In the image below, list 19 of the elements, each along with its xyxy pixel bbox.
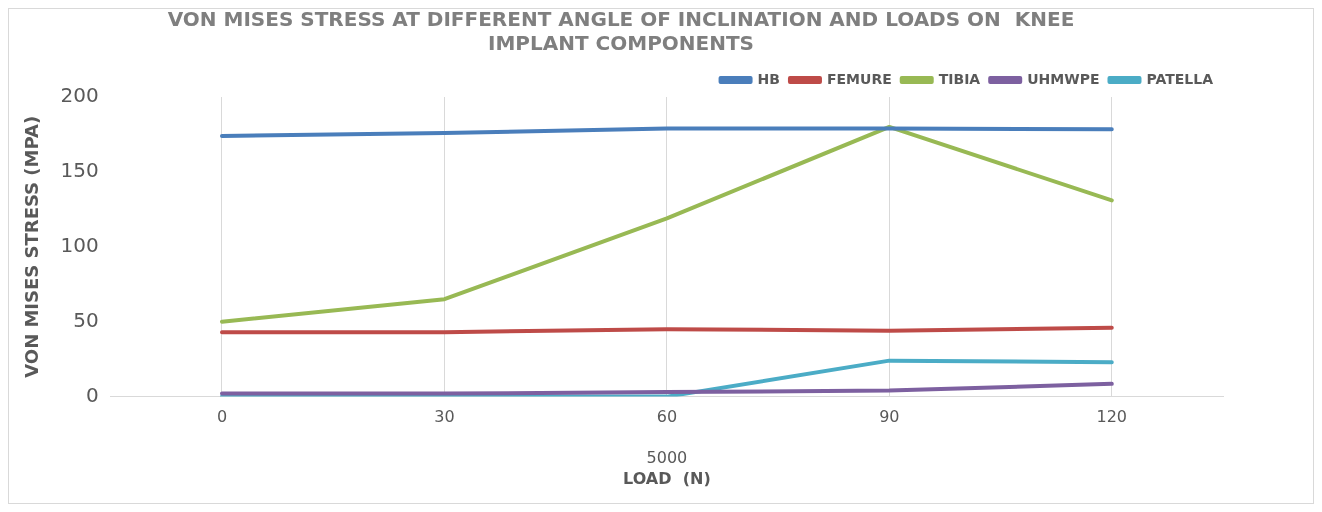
x-tick-label: 0 [216, 407, 228, 427]
y-tick-label: 100 [60, 233, 99, 257]
legend-label: TIBIA [938, 70, 981, 87]
x-axis-title: LOAD (N) [623, 468, 711, 488]
text: 5000 [646, 447, 688, 467]
legend-label: HB [757, 70, 780, 87]
legend-label: FEMURE [826, 70, 892, 87]
y-tick-label: 200 [60, 83, 99, 108]
y-tick-label: 150 [60, 158, 99, 183]
legend-label: PATELLA [1146, 70, 1214, 87]
x-tick-label: 60 [656, 407, 678, 427]
x-tick-label: 30 [434, 407, 455, 427]
x-tick-label: 90 [879, 407, 900, 427]
chart-title: VON MISES STRESS AT DIFFERENT ANGLE OF INCLINATION AND LOADS ON KNEE IMPLANT COMPONENTS [167, 7, 1075, 56]
y-axis-title: VON MISES STRESS (MPA) [21, 115, 43, 378]
legend-label: UHMWPE [1027, 70, 1100, 87]
x-tick-label: 120 [1096, 407, 1128, 427]
y-tick-label: 0 [86, 382, 99, 407]
y-tick-label: 50 [73, 307, 99, 332]
